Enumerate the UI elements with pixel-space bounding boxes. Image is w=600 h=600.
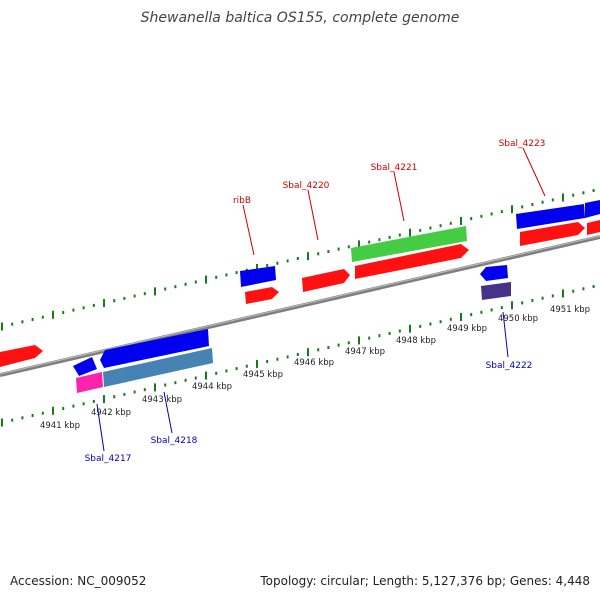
gene-sbal-4218-steelblue[interactable] (103, 348, 213, 387)
kbp-label: 4947 kbp (345, 347, 385, 357)
genome-backbone (0, 235, 600, 377)
gene-sbal-4221-cds[interactable] (355, 244, 469, 279)
map-title: Shewanella baltica OS155, complete genom… (140, 10, 460, 26)
kbp-label: 4946 kbp (294, 358, 334, 368)
accession-text: Accession: NC_009052 (10, 574, 147, 588)
gene-sbal-4223-cds[interactable] (520, 222, 585, 246)
gene-ribB-cds[interactable] (245, 287, 279, 304)
gene-sbal-4218-blue[interactable] (100, 329, 209, 368)
kbp-label: 4942 kbp (91, 408, 131, 418)
genome-summary-text: Topology: circular; Length: 5,127,376 bp… (260, 574, 590, 588)
label-sbal-4223[interactable]: Sbal_4223 (499, 139, 546, 149)
kbp-label: 4945 kbp (243, 370, 283, 380)
kbp-label: 4949 kbp (447, 324, 487, 334)
kbp-axis-labels: 4941 kbp 4942 kbp 4943 kbp 4944 kbp 4945… (40, 305, 590, 431)
gene-sbal-4220-cds[interactable] (302, 269, 350, 292)
gene-sbal-4222-blue[interactable] (480, 265, 508, 281)
label-sbal-4217[interactable]: Sbal_4217 (85, 454, 132, 464)
gene-sbal-4217-blue[interactable] (73, 357, 97, 376)
kbp-label: 4951 kbp (550, 305, 590, 315)
gene-sbal-4217-pink[interactable] (76, 372, 103, 393)
kbp-label: 4943 kbp (142, 395, 182, 405)
gene-sbal-4223-blue[interactable] (516, 204, 585, 229)
gene-sbal-4221-rna[interactable] (351, 226, 467, 262)
gene-ribB-blue[interactable] (240, 266, 276, 287)
gene-right-edge-cds[interactable] (587, 220, 600, 235)
tick-tracks (1, 189, 595, 427)
label-sbal-4221[interactable]: Sbal_4221 (371, 163, 418, 173)
kbp-label: 4941 kbp (40, 421, 80, 431)
kbp-label: 4944 kbp (192, 382, 232, 392)
gene-sbal-4222-purple[interactable] (481, 282, 511, 300)
label-ribB[interactable]: ribB (233, 196, 251, 206)
label-sbal-4218[interactable]: Sbal_4218 (151, 436, 198, 446)
gene-right-edge-blue[interactable] (585, 200, 600, 218)
kbp-label: 4950 kbp (498, 314, 538, 324)
label-sbal-4222[interactable]: Sbal_4222 (486, 361, 533, 371)
gene-left-edge-cds[interactable] (0, 345, 43, 367)
label-sbal-4220[interactable]: Sbal_4220 (283, 181, 330, 191)
kbp-label: 4948 kbp (396, 336, 436, 346)
